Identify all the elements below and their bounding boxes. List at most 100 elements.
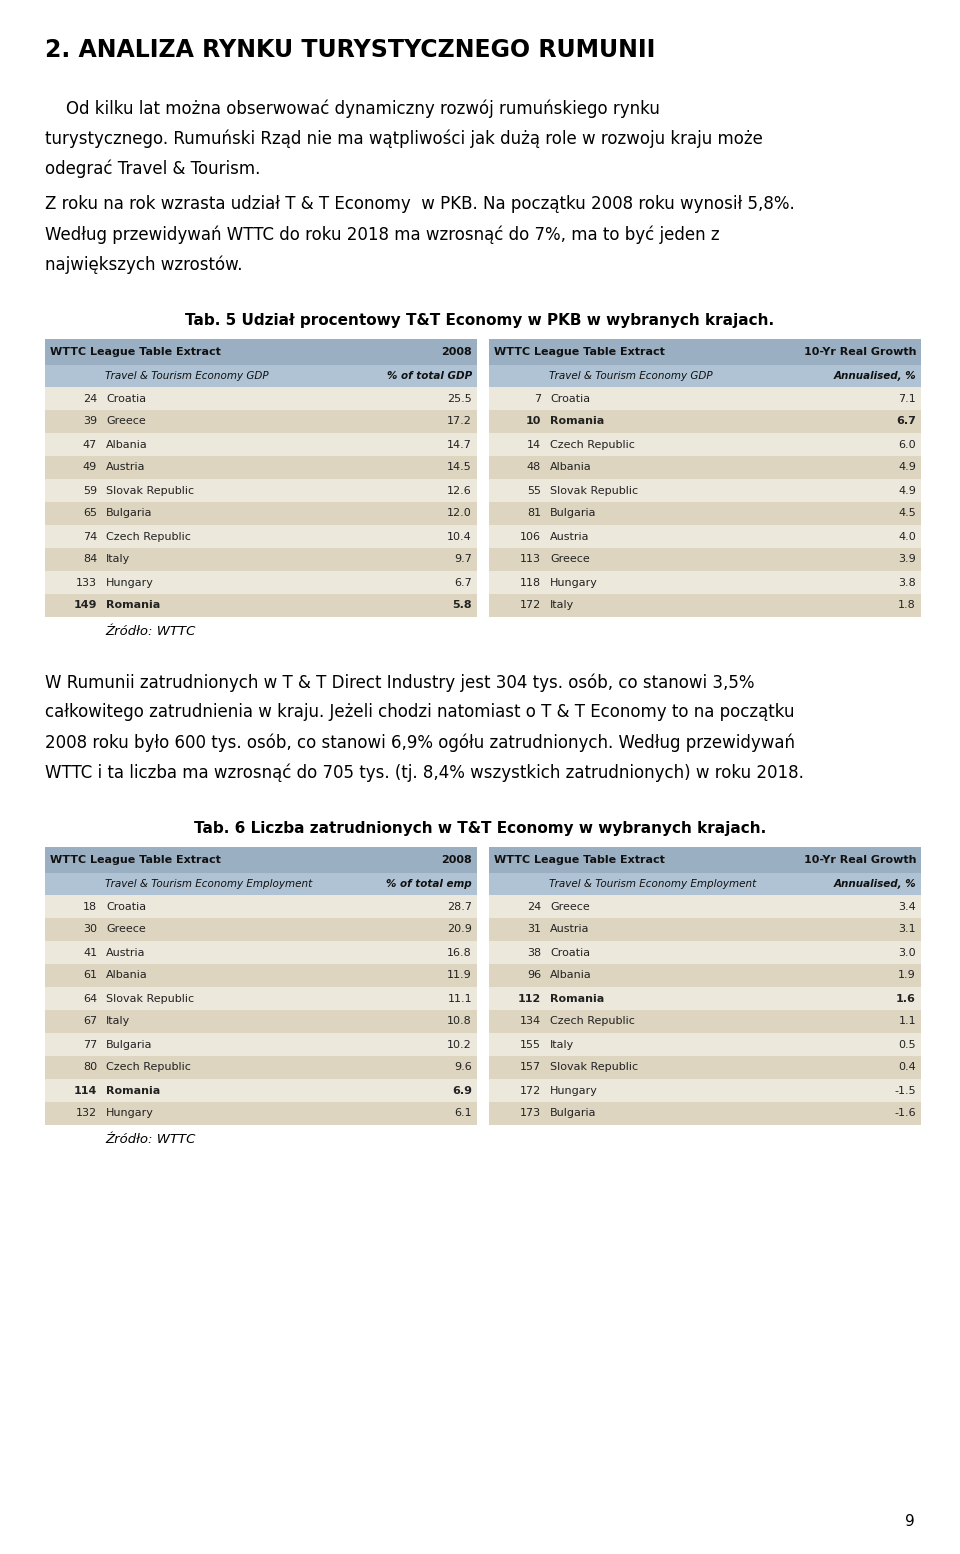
- Text: Bulgaria: Bulgaria: [550, 1108, 597, 1119]
- Text: 133: 133: [76, 578, 97, 587]
- Text: Romania: Romania: [550, 993, 605, 1004]
- Bar: [489, 479, 921, 502]
- Text: 6.0: 6.0: [899, 440, 916, 449]
- Bar: [45, 455, 477, 479]
- Bar: [45, 365, 477, 387]
- Bar: [489, 1033, 921, 1057]
- Text: 18: 18: [83, 901, 97, 912]
- Text: 6.7: 6.7: [454, 578, 472, 587]
- Bar: [489, 1010, 921, 1033]
- Text: 59: 59: [83, 485, 97, 496]
- Text: 3.0: 3.0: [899, 948, 916, 957]
- Text: Annualised, %: Annualised, %: [833, 880, 916, 889]
- Text: Romania: Romania: [107, 600, 160, 611]
- Bar: [489, 1102, 921, 1125]
- Text: 10.2: 10.2: [447, 1040, 472, 1049]
- Text: Tab. 6 Liczba zatrudnionych w T&T Economy w wybranych krajach.: Tab. 6 Liczba zatrudnionych w T&T Econom…: [194, 821, 766, 836]
- Text: 172: 172: [520, 600, 541, 611]
- Text: WTTC League Table Extract: WTTC League Table Extract: [50, 347, 221, 357]
- Text: -1.6: -1.6: [895, 1108, 916, 1119]
- Text: Austria: Austria: [107, 463, 146, 472]
- Text: 1.1: 1.1: [899, 1016, 916, 1027]
- Bar: [489, 410, 921, 434]
- Text: 38: 38: [527, 948, 541, 957]
- Text: Hungary: Hungary: [550, 578, 598, 587]
- Bar: [489, 387, 921, 410]
- Text: 2. ANALIZA RYNKU TURYSTYCZNEGO RUMUNII: 2. ANALIZA RYNKU TURYSTYCZNEGO RUMUNII: [45, 37, 656, 62]
- Text: Czech Republic: Czech Republic: [550, 440, 635, 449]
- Text: 39: 39: [83, 416, 97, 426]
- Text: 7: 7: [534, 393, 541, 404]
- Bar: [489, 895, 921, 918]
- Text: odegrać Travel & Tourism.: odegrać Travel & Tourism.: [45, 160, 260, 179]
- Text: Źródło: WTTC: Źródło: WTTC: [105, 625, 196, 639]
- Text: Od kilku lat można obserwować dynamiczny rozwój rumuńskiego rynku: Od kilku lat można obserwować dynamiczny…: [45, 99, 660, 118]
- Bar: [489, 963, 921, 987]
- Text: 0.4: 0.4: [899, 1063, 916, 1072]
- Text: 4.5: 4.5: [899, 508, 916, 519]
- Text: Albania: Albania: [550, 971, 592, 981]
- Text: Bulgaria: Bulgaria: [107, 1040, 153, 1049]
- Text: Tab. 5 Udział procentowy T&T Economy w PKB w wybranych krajach.: Tab. 5 Udział procentowy T&T Economy w P…: [185, 312, 775, 328]
- Text: 1.6: 1.6: [896, 993, 916, 1004]
- Text: 6.1: 6.1: [454, 1108, 472, 1119]
- Text: Czech Republic: Czech Republic: [550, 1016, 635, 1027]
- Text: 48: 48: [527, 463, 541, 472]
- Text: 2008: 2008: [442, 347, 472, 357]
- Text: Italy: Italy: [550, 600, 574, 611]
- Text: Romania: Romania: [107, 1086, 160, 1096]
- Text: 10: 10: [526, 416, 541, 426]
- Text: Czech Republic: Czech Republic: [107, 531, 191, 541]
- Bar: [45, 549, 477, 570]
- Text: 3.1: 3.1: [899, 925, 916, 934]
- Text: 24: 24: [83, 393, 97, 404]
- Text: 173: 173: [520, 1108, 541, 1119]
- Text: 2008: 2008: [442, 855, 472, 866]
- Bar: [45, 847, 477, 873]
- Bar: [489, 339, 921, 365]
- Text: -1.5: -1.5: [895, 1086, 916, 1096]
- Text: Travel & Tourism Economy Employment: Travel & Tourism Economy Employment: [106, 880, 312, 889]
- Text: WTTC League Table Extract: WTTC League Table Extract: [494, 855, 665, 866]
- Text: Italy: Italy: [107, 555, 131, 564]
- Text: 20.9: 20.9: [447, 925, 472, 934]
- Text: 11.1: 11.1: [447, 993, 472, 1004]
- Text: Romania: Romania: [550, 416, 605, 426]
- Text: 134: 134: [520, 1016, 541, 1027]
- Text: Italy: Italy: [107, 1016, 131, 1027]
- Text: Travel & Tourism Economy GDP: Travel & Tourism Economy GDP: [549, 371, 712, 381]
- Text: Albania: Albania: [107, 971, 148, 981]
- Bar: [45, 387, 477, 410]
- Text: 9.6: 9.6: [454, 1063, 472, 1072]
- Bar: [489, 873, 921, 895]
- Text: 67: 67: [83, 1016, 97, 1027]
- Text: % of total GDP: % of total GDP: [387, 371, 472, 381]
- Bar: [489, 987, 921, 1010]
- Text: Źródło: WTTC: Źródło: WTTC: [105, 1133, 196, 1145]
- Text: 4.9: 4.9: [899, 463, 916, 472]
- Text: 6.9: 6.9: [452, 1086, 472, 1096]
- Text: Austria: Austria: [550, 531, 589, 541]
- Text: 80: 80: [83, 1063, 97, 1072]
- Text: Annualised, %: Annualised, %: [833, 371, 916, 381]
- Bar: [489, 365, 921, 387]
- Bar: [489, 549, 921, 570]
- Text: Travel & Tourism Economy GDP: Travel & Tourism Economy GDP: [106, 371, 269, 381]
- Text: Slovak Republic: Slovak Republic: [550, 1063, 638, 1072]
- Text: Hungary: Hungary: [550, 1086, 598, 1096]
- Bar: [489, 1078, 921, 1102]
- Text: Austria: Austria: [550, 925, 589, 934]
- Text: 77: 77: [83, 1040, 97, 1049]
- Text: Croatia: Croatia: [107, 901, 146, 912]
- Bar: [45, 1078, 477, 1102]
- Text: 10-Yr Real Growth: 10-Yr Real Growth: [804, 855, 916, 866]
- Text: całkowitego zatrudnienia w kraju. Jeżeli chodzi natomiast o T & T Economy to na : całkowitego zatrudnienia w kraju. Jeżeli…: [45, 702, 795, 721]
- Text: 14.7: 14.7: [447, 440, 472, 449]
- Bar: [489, 942, 921, 963]
- Bar: [45, 410, 477, 434]
- Text: 17.2: 17.2: [447, 416, 472, 426]
- Text: Slovak Republic: Slovak Republic: [550, 485, 638, 496]
- Text: 14: 14: [527, 440, 541, 449]
- Bar: [489, 525, 921, 549]
- Text: 4.9: 4.9: [899, 485, 916, 496]
